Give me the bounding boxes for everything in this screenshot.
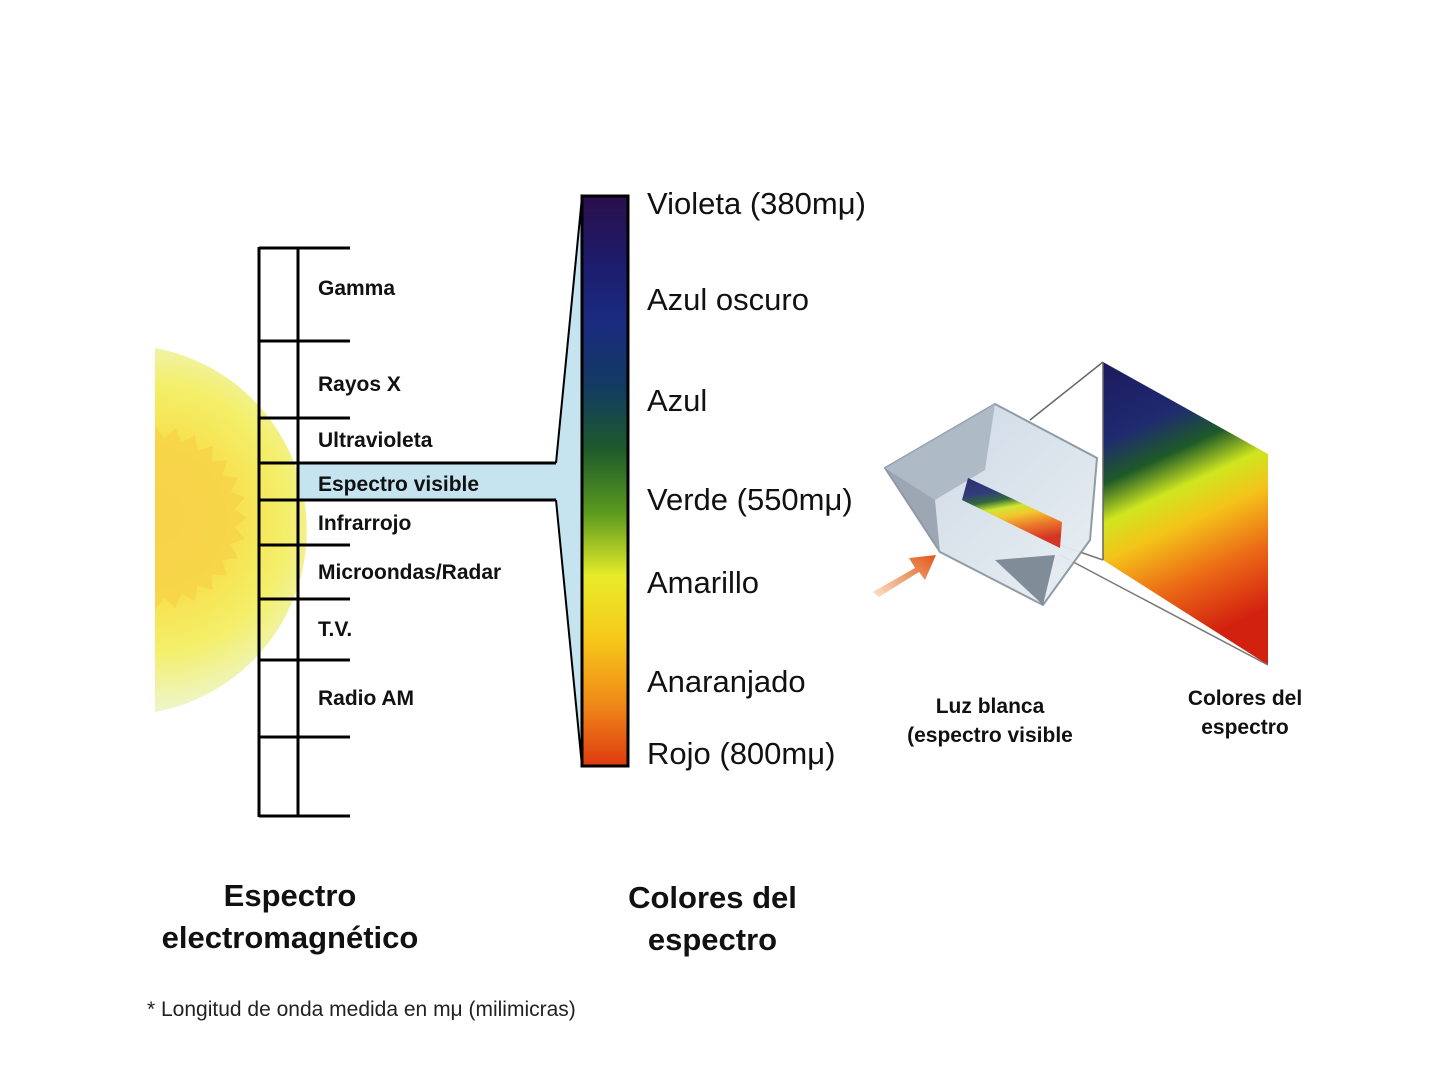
prism-shadow-face bbox=[995, 555, 1055, 605]
visible-colors-caption: Colores del espectro bbox=[570, 877, 855, 961]
cone-edge-up bbox=[555, 196, 583, 464]
color-label-green: Verde (550mμ) bbox=[647, 482, 853, 517]
color-label-red: Rojo (800mμ) bbox=[647, 736, 836, 771]
color-label-orange: Anaranjado bbox=[647, 664, 806, 699]
band-label-microwave: Microondas/Radar bbox=[318, 561, 502, 584]
band-label-infrared: Infrarrojo bbox=[318, 512, 412, 535]
visible-colors-caption-line2: espectro bbox=[647, 922, 778, 957]
prism-spectrum-label-line2: espectro bbox=[1201, 716, 1289, 739]
light-arrow-icon bbox=[873, 555, 936, 597]
sun-core bbox=[155, 426, 247, 610]
visible-light-cone bbox=[298, 197, 582, 766]
color-label-yellow: Amarillo bbox=[647, 565, 759, 600]
band-label-visible: Espectro visible bbox=[318, 473, 480, 496]
em-spectrum-caption: Espectro electromagnético bbox=[130, 875, 450, 959]
prism-illustration bbox=[873, 361, 1269, 666]
em-spectrum-ladder bbox=[257, 246, 350, 818]
prism-light-label-line1: Luz blanca bbox=[935, 695, 1045, 718]
cone-edge-down bbox=[555, 499, 583, 767]
band-label-tv: T.V. bbox=[318, 618, 353, 641]
spectrum-screen bbox=[1103, 362, 1268, 665]
prism-light-label-line2: (espectro visible bbox=[907, 724, 1073, 747]
prism-top-face bbox=[885, 404, 995, 500]
prism-spectrum-label-line1: Colores del bbox=[1187, 687, 1303, 710]
color-label-blue: Azul bbox=[647, 383, 708, 418]
color-label-violet: Violeta (380mμ) bbox=[647, 186, 866, 221]
footnote: * Longitud de onda medida en mμ (milimic… bbox=[147, 998, 576, 1021]
em-spectrum-caption-line1: Espectro bbox=[223, 878, 357, 913]
band-label-gamma: Gamma bbox=[318, 277, 396, 300]
em-spectrum-caption-line2: electromagnético bbox=[161, 920, 419, 955]
band-label-radio-am: Radio AM bbox=[318, 687, 415, 710]
color-label-dark-blue: Azul oscuro bbox=[647, 282, 809, 317]
prism-spectrum-label: Colores del espectro bbox=[1150, 684, 1340, 742]
visible-spectrum-bar bbox=[580, 194, 630, 768]
visible-colors-caption-line1: Colores del bbox=[628, 880, 797, 915]
band-label-x-rays: Rayos X bbox=[318, 373, 401, 396]
prism-light-label: Luz blanca (espectro visible bbox=[880, 692, 1100, 750]
band-label-ultraviolet: Ultravioleta bbox=[318, 429, 433, 452]
prism-inner-spectrum bbox=[962, 478, 1062, 548]
prism-shadow-left bbox=[885, 468, 940, 552]
